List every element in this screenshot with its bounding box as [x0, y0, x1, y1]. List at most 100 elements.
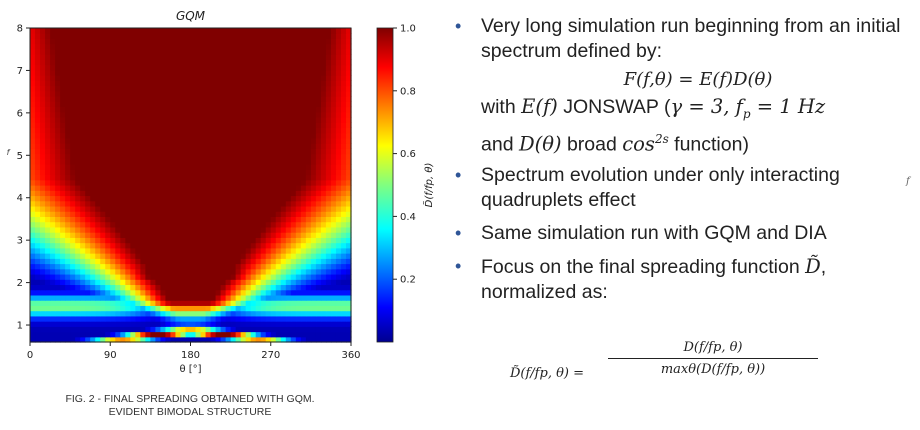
- heatmap-cell: [240, 116, 247, 123]
- heatmap-cell: [210, 122, 217, 129]
- heatmap-cell: [45, 242, 51, 249]
- heatmap-cell: [345, 38, 352, 45]
- heatmap-cell: [205, 153, 212, 160]
- heatmap-cell: [210, 216, 217, 223]
- heatmap-cell: [230, 33, 237, 40]
- heatmap-cell: [165, 48, 172, 55]
- heatmap-cell: [145, 101, 151, 108]
- heatmap-cell: [165, 80, 172, 87]
- heatmap-cell: [180, 190, 187, 197]
- heatmap-cell: [275, 111, 282, 118]
- heatmap-cell: [40, 253, 46, 259]
- heatmap-cell: [40, 205, 46, 212]
- heatmap-cell: [30, 242, 36, 249]
- heatmap-cell: [180, 59, 187, 66]
- heatmap-cell: [200, 90, 207, 97]
- heatmap-cell: [155, 80, 162, 87]
- heatmap-cell: [125, 221, 131, 228]
- heatmap-cell: [325, 253, 332, 259]
- heatmap-cell: [65, 169, 71, 176]
- heatmap-cell: [260, 64, 267, 71]
- heatmap-cell: [75, 143, 81, 149]
- heatmap-cell: [100, 174, 106, 181]
- heatmap-cell: [160, 64, 167, 71]
- heatmap-cell: [190, 153, 197, 160]
- heatmap-cell: [250, 205, 257, 212]
- heatmap-cell: [120, 54, 126, 60]
- heatmap-cell: [225, 69, 232, 76]
- heatmap-cell: [95, 268, 101, 275]
- heatmap-cell: [55, 38, 61, 45]
- heatmap-cell: [245, 195, 252, 202]
- heatmap-cell: [320, 195, 327, 202]
- heatmap-cell: [210, 310, 217, 317]
- heatmap-cell: [175, 164, 182, 170]
- heatmap-cell: [220, 153, 227, 160]
- heatmap-cell: [160, 33, 167, 40]
- heatmap-cell: [210, 331, 217, 338]
- heatmap-cell: [245, 221, 252, 228]
- heatmap-cell: [105, 242, 111, 249]
- heatmap-cell: [200, 174, 207, 181]
- heatmap-cell: [150, 205, 156, 212]
- heatmap-cell: [275, 310, 282, 317]
- heatmap-cell: [105, 153, 111, 160]
- heatmap-cell: [140, 336, 146, 343]
- heatmap-cell: [190, 258, 197, 265]
- heatmap-cell: [315, 48, 322, 55]
- heatmap-cell: [160, 132, 167, 139]
- heatmap-cell: [195, 310, 202, 317]
- heatmap-cell: [325, 258, 332, 265]
- heatmap-cell: [250, 263, 257, 270]
- heatmap-cell: [60, 300, 66, 306]
- heatmap-cell: [80, 268, 86, 275]
- heatmap-cell: [125, 300, 131, 306]
- heatmap-cell: [110, 205, 116, 212]
- heatmap-cell: [145, 80, 151, 87]
- heatmap-cell: [220, 263, 227, 270]
- heatmap-cell: [130, 289, 136, 296]
- heatmap-cell: [330, 143, 337, 149]
- heatmap-cell: [245, 315, 252, 322]
- heatmap-cell: [70, 294, 76, 301]
- heatmap-cell: [190, 232, 197, 238]
- heatmap-cell: [120, 226, 126, 233]
- heatmap-cell: [70, 127, 76, 134]
- heatmap-cell: [205, 174, 212, 181]
- heatmap-cell: [315, 300, 322, 306]
- heatmap-cell: [130, 59, 136, 66]
- heatmap-cell: [60, 85, 66, 92]
- heatmap-cell: [195, 205, 202, 212]
- heatmap-cell: [250, 43, 257, 50]
- heatmap-cell: [165, 315, 172, 322]
- heatmap-cell: [240, 315, 247, 322]
- heatmap-cell: [110, 336, 116, 343]
- heatmap-cell: [270, 69, 277, 76]
- heatmap-cell: [115, 127, 121, 134]
- heatmap-cell: [75, 106, 81, 113]
- heatmap-cell: [90, 315, 96, 322]
- heatmap-cell: [135, 310, 141, 317]
- heatmap-cell: [250, 195, 257, 202]
- heatmap-cell: [345, 326, 352, 333]
- heatmap-cell: [265, 64, 272, 71]
- heatmap-cell: [235, 75, 242, 81]
- heatmap-cell: [220, 106, 227, 113]
- heatmap-cell: [270, 253, 277, 259]
- heatmap-cell: [120, 33, 126, 40]
- heatmap-cell: [115, 195, 121, 202]
- heatmap-cell: [130, 69, 136, 76]
- heatmap-cell: [305, 90, 312, 97]
- heatmap-cell: [45, 211, 51, 217]
- heatmap-cell: [220, 221, 227, 228]
- heatmap-cell: [175, 59, 182, 66]
- heatmap-cell: [50, 90, 56, 97]
- heatmap-cell: [220, 137, 227, 144]
- heatmap-cell: [270, 169, 277, 176]
- heatmap-cell: [125, 336, 131, 343]
- heatmap-cell: [220, 185, 227, 191]
- heatmap-cell: [280, 48, 287, 55]
- heatmap-cell: [180, 153, 187, 160]
- heatmap-cell: [325, 279, 332, 286]
- heatmap-cell: [325, 185, 332, 191]
